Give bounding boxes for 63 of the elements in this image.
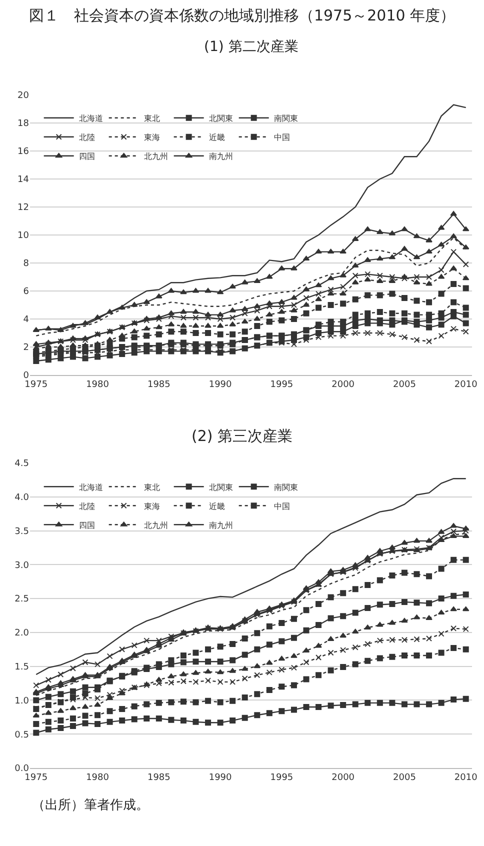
- y-tick-label: 4.0: [14, 493, 30, 504]
- x-tick-label: 1990: [208, 380, 232, 390]
- y-tick-label: 14: [18, 175, 30, 186]
- legend-label: 北海道: [78, 114, 103, 124]
- x-tick-label: 1995: [270, 380, 294, 390]
- legend-label: 北関東: [208, 114, 233, 124]
- y-tick-label: 1.0: [14, 696, 30, 706]
- chart-subtitle: (1) 第二次産業: [204, 39, 298, 55]
- y-tick-label: 1.5: [14, 662, 29, 672]
- legend-label: 東海: [144, 133, 160, 142]
- x-tick-label: 1975: [24, 380, 48, 390]
- y-tick-label: 10: [18, 231, 30, 242]
- legend-label: 近畿: [208, 502, 225, 511]
- y-tick-label: 6: [23, 287, 30, 298]
- y-tick-label: 8: [23, 259, 30, 270]
- legend-label: 東北: [144, 482, 160, 492]
- x-tick-label: 1990: [208, 772, 232, 783]
- legend-label: 南関東: [274, 114, 298, 124]
- legend-label: 四国: [78, 152, 95, 162]
- legend-label: 南九州: [208, 520, 233, 530]
- y-tick-label: 16: [18, 147, 30, 158]
- y-tick-label: 18: [18, 119, 30, 130]
- y-tick-label: 4.5: [14, 459, 29, 470]
- legend-label: 四国: [78, 520, 95, 530]
- x-tick-label: 2010: [454, 380, 478, 390]
- legend-label: 中国: [274, 133, 290, 142]
- legend-label: 近畿: [208, 133, 225, 142]
- legend-label: 北九州: [144, 520, 168, 530]
- legend-label: 北陸: [78, 502, 95, 511]
- y-tick-label: 2.5: [14, 594, 29, 605]
- x-tick-label: 1985: [147, 380, 170, 390]
- legend-label: 北関東: [208, 482, 233, 492]
- y-tick-label: 3.5: [14, 526, 29, 537]
- legend-label: 南九州: [208, 152, 233, 162]
- y-tick-label: 0.0: [14, 764, 30, 774]
- x-tick-label: 2005: [393, 380, 416, 390]
- x-tick-label: 1975: [24, 772, 48, 783]
- text: （出所）筆者作成。: [32, 798, 149, 813]
- chart-title: (2) 第三次産業: [191, 426, 293, 445]
- x-tick-label: 1985: [147, 772, 170, 783]
- y-tick-label: 4: [23, 315, 30, 326]
- legend-label: 南関東: [274, 482, 298, 492]
- y-tick-label: 0: [23, 371, 30, 382]
- legend-label: 北陸: [78, 133, 95, 142]
- x-tick-label: 2010: [454, 772, 478, 783]
- chart-title: 図１ 社会資本の資本係数の地域別推移（1975～2010 年度）: [28, 6, 456, 25]
- legend-label: 北九州: [144, 152, 168, 162]
- y-tick-label: 0.5: [14, 730, 29, 740]
- y-tick-label: 2: [23, 343, 29, 354]
- x-tick-label: 1980: [86, 380, 110, 390]
- y-tick-label: 12: [18, 203, 29, 214]
- legend-label: 中国: [274, 502, 290, 511]
- y-tick-label: 3.0: [14, 560, 30, 571]
- x-tick-label: 2000: [332, 380, 355, 390]
- legend-label: 北海道: [78, 482, 103, 492]
- x-tick-label: 1980: [86, 772, 110, 783]
- x-tick-label: 2000: [332, 772, 355, 783]
- y-tick-label: 20: [18, 91, 30, 102]
- legend-label: 東北: [144, 114, 160, 124]
- x-tick-label: 1995: [270, 772, 294, 783]
- y-tick-label: 2.0: [14, 628, 30, 639]
- legend-label: 東海: [144, 502, 160, 511]
- x-tick-label: 2005: [393, 772, 416, 783]
